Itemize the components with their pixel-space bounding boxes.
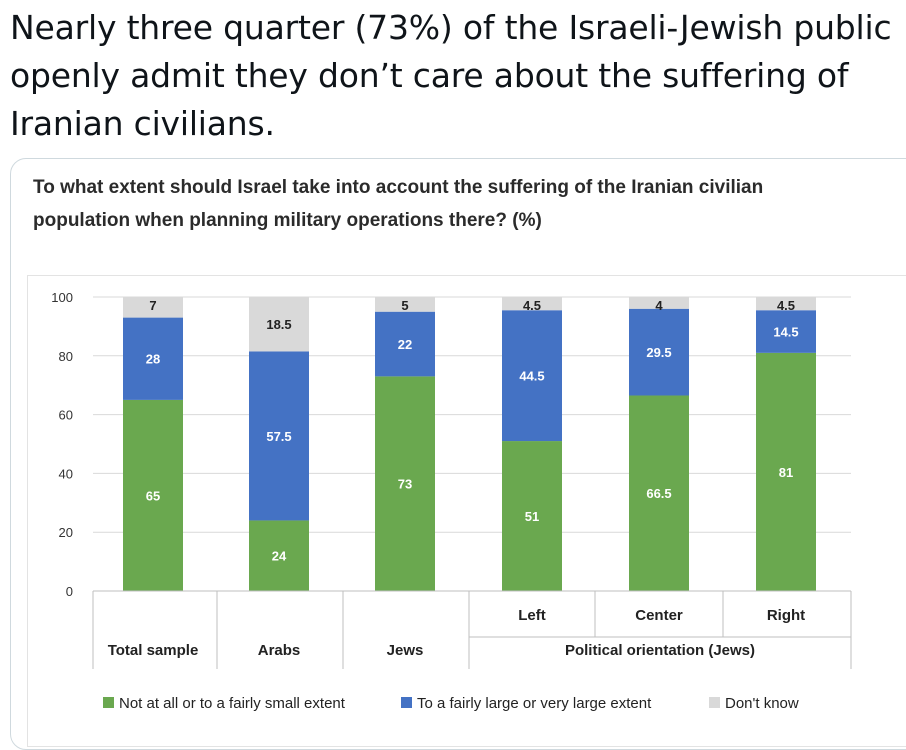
bar-segment [756,352,816,591]
tweet-line-1: Nearly three quarter (73%) of the Israel… [10,8,892,47]
chart-title-line-2: population when planning military operat… [33,210,542,231]
bar-segment [123,297,183,318]
group-label: Political orientation (Jews) [565,642,755,659]
legend-swatch [709,697,720,708]
legend-swatch [401,697,412,708]
data-label: 4.5 [777,298,795,313]
y-tick-label: 80 [59,349,73,364]
data-label: 44.5 [519,369,544,384]
data-label: 4.5 [523,298,541,313]
data-label: 24 [272,549,287,564]
tweet-text: Nearly three quarter (73%) of the Israel… [10,4,900,148]
data-label: 7 [149,298,156,313]
legend-swatch [103,697,114,708]
chart-title: To what extent should Israel take into a… [33,171,873,237]
y-tick-label: 100 [51,290,73,305]
bar-segment [249,297,309,352]
category-label: Right [767,607,805,624]
legend-entry: To a fairly large or very large extent [417,695,652,712]
data-label: 4 [655,298,663,313]
stacked-bar-chart: 020406080100652872457.518.5732255144.54.… [51,290,852,712]
data-label: 65 [146,488,160,503]
data-label: 66.5 [646,486,671,501]
legend-entry: Not at all or to a fairly small extent [119,695,346,712]
bar-segment [123,399,183,591]
data-label: 28 [146,352,160,367]
bar-segment [123,317,183,400]
bar-segment [502,310,562,442]
tweet-line-2: openly admit they don’t care about the s… [10,56,849,95]
bar-segment [502,297,562,311]
legend-entry: Don't know [725,695,799,712]
bar-segment [375,297,435,312]
bar-segment [756,310,816,353]
bar-segment [249,520,309,591]
bar-segment [756,297,816,311]
bar-segment [502,441,562,591]
chart-title-line-1: To what extent should Israel take into a… [33,177,764,198]
data-label: 51 [525,509,539,524]
category-label: Center [635,607,683,624]
y-tick-label: 40 [59,466,73,481]
bar-segment [629,297,689,309]
category-label: Jews [387,642,424,659]
data-label: 29.5 [646,345,671,360]
data-label: 18.5 [266,317,291,332]
category-label: Left [518,607,546,624]
bar-segment [629,308,689,396]
data-label: 22 [398,337,412,352]
y-tick-label: 20 [59,525,73,540]
data-label: 5 [401,298,408,313]
data-label: 73 [398,477,412,492]
tweet-line-3: Iranian civilians. [10,104,275,143]
bar-segment [375,311,435,377]
category-label: Arabs [258,642,301,659]
bar-segment [375,376,435,591]
bar-segment [629,395,689,591]
category-label: Total sample [108,642,199,659]
data-label: 14.5 [773,325,798,340]
data-label: 81 [779,465,793,480]
y-tick-label: 0 [66,584,73,599]
data-label: 57.5 [266,429,291,444]
bar-segment [249,351,309,521]
y-tick-label: 60 [59,408,73,423]
chart-image-card[interactable]: To what extent should Israel take into a… [10,158,906,750]
